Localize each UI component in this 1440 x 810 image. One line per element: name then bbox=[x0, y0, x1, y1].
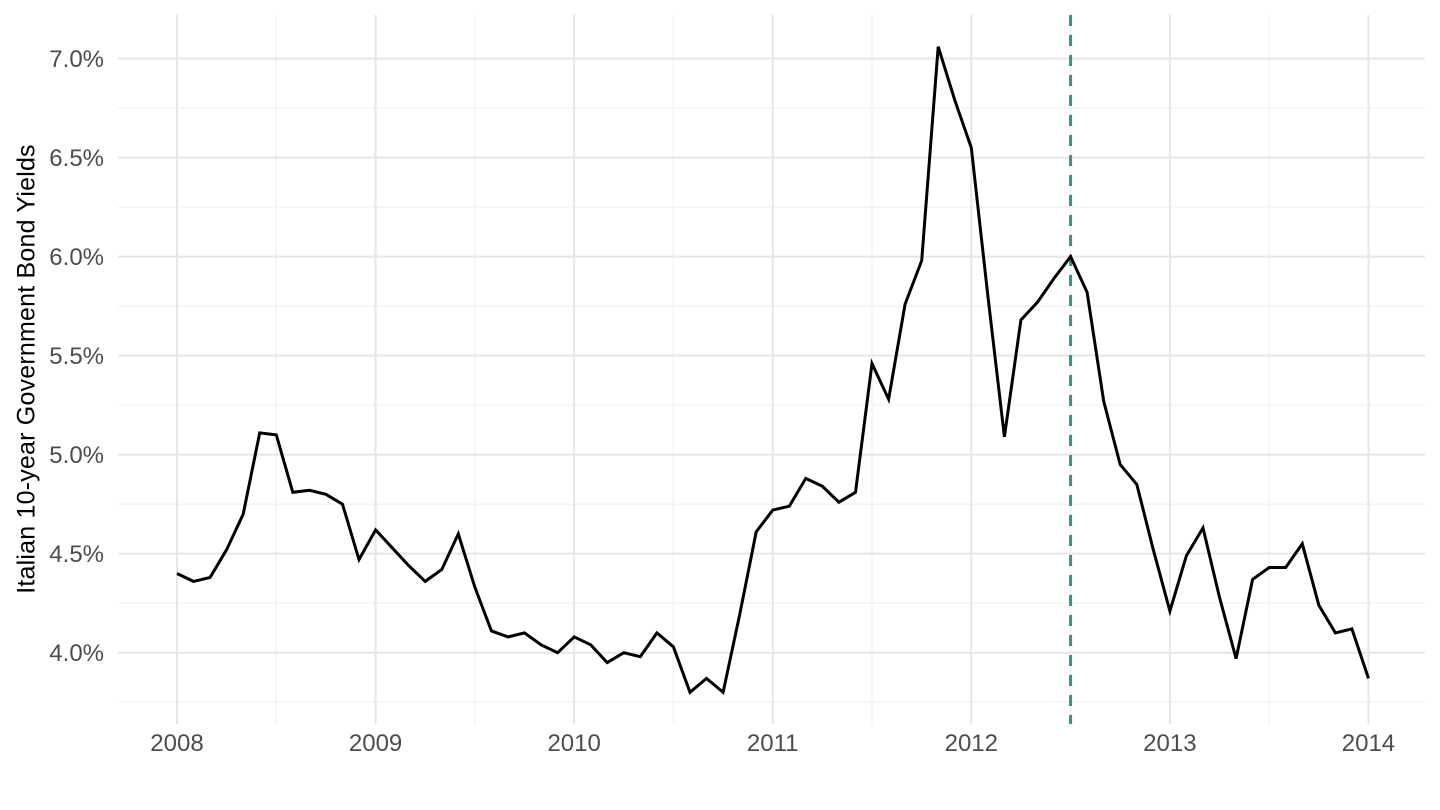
y-tick-label: 4.0% bbox=[49, 640, 104, 667]
x-tick-label: 2013 bbox=[1143, 730, 1196, 757]
y-axis-title: Italian 10-year Government Bond Yields bbox=[12, 144, 41, 594]
y-tick-label: 5.0% bbox=[49, 442, 104, 469]
y-tick-label: 6.0% bbox=[49, 244, 104, 271]
x-tick-label: 2014 bbox=[1342, 730, 1395, 757]
x-tick-label: 2011 bbox=[747, 730, 799, 757]
x-tick-label: 2008 bbox=[150, 730, 203, 757]
y-tick-label: 4.5% bbox=[49, 541, 104, 568]
x-tick-label: 2010 bbox=[547, 730, 600, 757]
y-tick-label: 6.5% bbox=[49, 145, 104, 172]
x-tick-label: 2012 bbox=[945, 730, 998, 757]
y-tick-label: 5.5% bbox=[49, 343, 104, 370]
x-tick-label: 2009 bbox=[349, 730, 402, 757]
y-tick-label: 7.0% bbox=[49, 46, 104, 73]
yield-series-line bbox=[176, 46, 1370, 696]
